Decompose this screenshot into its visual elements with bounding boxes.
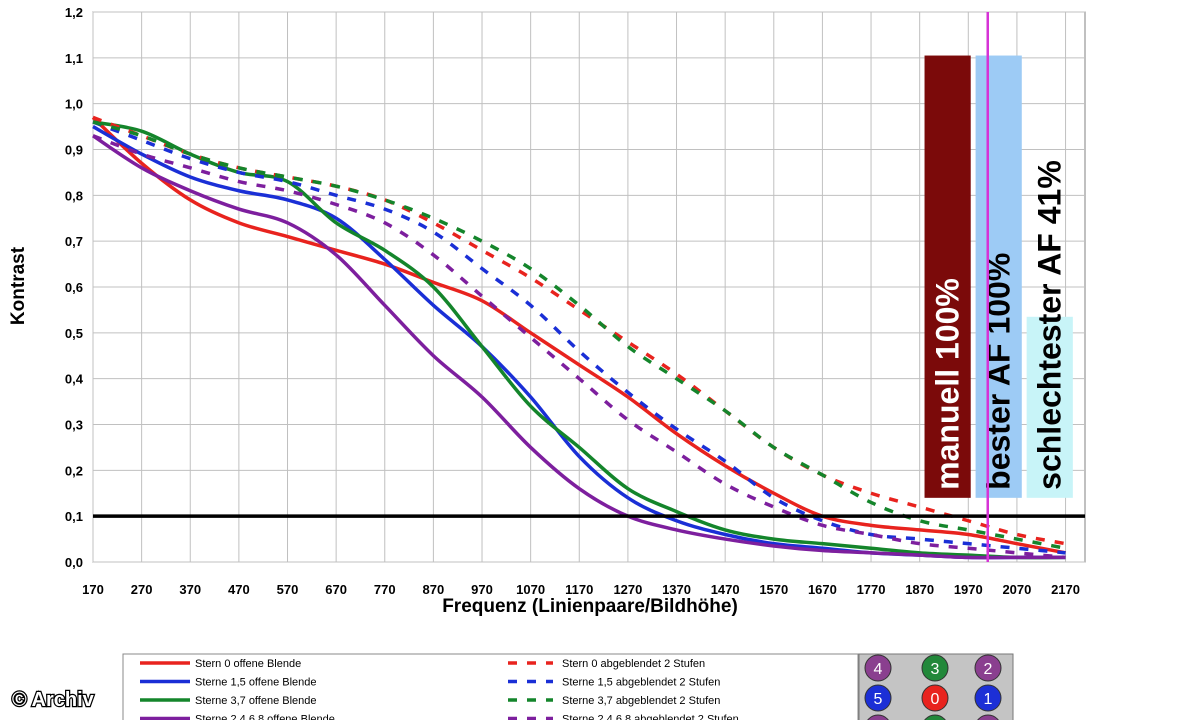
x-tick-label: 2070: [1002, 582, 1031, 597]
star-ball-number: 3: [931, 661, 940, 678]
legend-entry: Sterne 3,7 abgeblendet 2 Stufen: [562, 695, 720, 707]
y-tick-label: 0,9: [65, 143, 83, 158]
af-bar-label: manuell 100%: [930, 278, 966, 490]
x-tick-label: 1570: [759, 582, 788, 597]
y-tick-label: 0,0: [65, 555, 83, 570]
x-tick-label: 770: [374, 582, 396, 597]
y-tick-label: 0,2: [65, 463, 83, 478]
x-tick-label: 1170: [565, 582, 593, 597]
star-ball: [921, 684, 949, 712]
af-bar: [975, 55, 1022, 498]
x-tick-label: 1070: [516, 582, 545, 597]
x-tick-label: 570: [277, 582, 299, 597]
x-tick-label: 870: [423, 582, 445, 597]
star-ball-number: 4: [874, 661, 883, 678]
x-axis-title: Frequenz (Linienpaare/Bildhöhe): [442, 596, 738, 617]
x-tick-label: 1470: [711, 582, 740, 597]
y-tick-label: 1,2: [65, 5, 83, 20]
x-tick-label: 1870: [905, 582, 934, 597]
x-tick-label: 970: [471, 582, 493, 597]
series-line: [91, 116, 1066, 555]
credit: © Archiv: [11, 688, 96, 713]
reference-lines: [93, 12, 1085, 562]
x-tick-label: 1370: [662, 582, 691, 597]
star-ball: [867, 714, 889, 720]
legend: Stern 0 offene Blende Sterne 1,5 offene B…: [122, 653, 859, 720]
legend-entry: Stern 0 offene Blende: [195, 658, 301, 670]
star-ball-number: 5: [874, 691, 883, 708]
y-tick-label: 0,6: [65, 280, 83, 295]
af-bar: [924, 55, 971, 498]
af-bar-label: bester AF 100%: [981, 253, 1017, 490]
star-grid: 4 3 2 5 0 1: [858, 653, 1014, 720]
x-tick-label: 470: [228, 582, 250, 597]
y-tick-label: 1,0: [65, 97, 83, 112]
y-tick-label: 0,5: [65, 326, 83, 341]
legend-entry: Sterne 1,5 abgeblendet 2 Stufen: [562, 677, 720, 689]
star-ball: [924, 714, 946, 720]
star-ball-number: 1: [984, 691, 993, 708]
star-ball: [921, 654, 949, 682]
x-tick-label: 1270: [613, 582, 642, 597]
y-tick-label: 1,1: [65, 51, 83, 66]
af-bar: [1026, 316, 1073, 498]
y-tick-label: 0,8: [65, 188, 83, 203]
legend-entry: Sterne 3,7 offene Blende: [195, 695, 317, 707]
x-tick-label: 170: [82, 582, 104, 597]
legend-entry: Stern 0 abgeblendet 2 Stufen: [562, 658, 705, 670]
y-axis-title: Kontrast: [8, 246, 29, 325]
y-tick-label: 0,4: [65, 372, 84, 387]
star-ball: [974, 654, 1002, 682]
tick-labels: 170 270 370 470 570 670 770 870 970 1070 1170 1270 1…: [65, 5, 1080, 597]
y-tick-label: 0,3: [65, 418, 83, 433]
star-ball-number: 0: [931, 691, 940, 708]
y-tick-label: 0,7: [65, 234, 83, 249]
legend-entry: Sterne 2,4,6,8 offene Blende: [195, 714, 335, 720]
af-bar-label: schlechtester AF 41%: [1032, 160, 1068, 490]
x-tick-label: 1970: [954, 582, 983, 597]
legend-entry: Sterne 1,5 offene Blende: [195, 677, 317, 689]
star-ball: [864, 654, 892, 682]
star-ball: [864, 684, 892, 712]
series-line: [92, 134, 1066, 560]
y-tick-label: 0,1: [65, 509, 83, 524]
x-tick-label: 670: [325, 582, 347, 597]
x-tick-label: 1770: [857, 582, 886, 597]
legend-frame: [122, 653, 859, 720]
legend-entry: Sterne 2,4,6,8 abgeblendet 2 Stufen: [562, 714, 739, 720]
x-tick-label: 270: [131, 582, 153, 597]
x-tick-label: 2170: [1051, 582, 1080, 597]
credit-text: © Archiv: [12, 689, 95, 711]
x-tick-label: 370: [179, 582, 201, 597]
star-ball: [977, 714, 999, 720]
x-tick-label: 1670: [808, 582, 837, 597]
series-line: [92, 134, 1066, 560]
af-bars: manuell 100% bester AF 100% schlechtester …: [924, 55, 1073, 498]
star-ball-number: 2: [984, 661, 993, 678]
star-ball: [974, 684, 1002, 712]
